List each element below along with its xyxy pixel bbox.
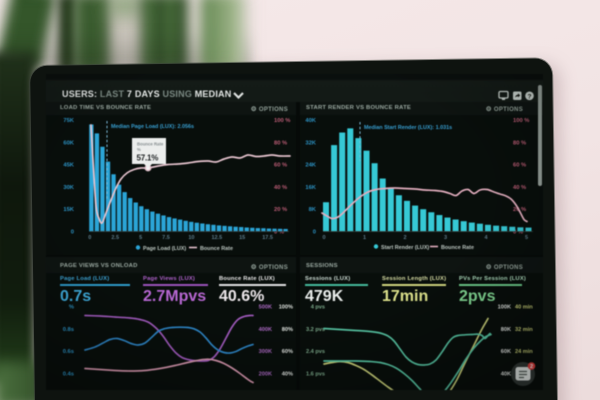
svg-text:200K: 200K xyxy=(259,371,272,377)
svg-text:15: 15 xyxy=(239,235,245,241)
svg-text:40 min: 40 min xyxy=(515,305,533,311)
svg-text:0: 0 xyxy=(88,235,91,241)
svg-text:400K: 400K xyxy=(259,327,272,333)
svg-text:7.5: 7.5 xyxy=(162,235,170,241)
svg-text:8K: 8K xyxy=(309,207,317,213)
svg-text:0.8s: 0.8s xyxy=(63,327,74,333)
svg-text:60 %: 60 % xyxy=(513,163,526,169)
svg-text:60%: 60% xyxy=(282,349,293,355)
svg-text:60K: 60K xyxy=(501,349,511,355)
svg-text:30K: 30K xyxy=(63,185,74,191)
svg-text:24K: 24K xyxy=(305,163,316,169)
svg-text:2: 2 xyxy=(403,235,406,241)
svg-text:40 %: 40 % xyxy=(513,185,526,191)
svg-text:Median Page Load (LUX): 2.056s: Median Page Load (LUX): 2.056s xyxy=(111,124,194,130)
svg-text:57.1%: 57.1% xyxy=(137,154,159,163)
svg-text:2: 2 xyxy=(530,364,533,370)
svg-text:100 %: 100 % xyxy=(274,118,290,124)
svg-text:Bounce Rate: Bounce Rate xyxy=(200,246,233,252)
svg-text:1: 1 xyxy=(363,235,366,241)
svg-text:500K: 500K xyxy=(259,305,272,311)
svg-text:%: % xyxy=(69,305,74,311)
svg-text:?: ? xyxy=(528,93,532,100)
svg-text:0: 0 xyxy=(313,230,316,236)
svg-text:80%: 80% xyxy=(282,327,293,333)
svg-text:20 %: 20 % xyxy=(274,207,287,213)
svg-text:40 %: 40 % xyxy=(274,185,287,191)
svg-text:32K: 32K xyxy=(305,140,316,146)
svg-text:Bounce Rate: Bounce Rate xyxy=(137,142,164,147)
svg-text:%: % xyxy=(137,147,141,152)
svg-text:40%: 40% xyxy=(282,371,293,377)
svg-text:0 %: 0 % xyxy=(274,230,284,236)
svg-text:10: 10 xyxy=(188,235,194,241)
svg-text:12.5: 12.5 xyxy=(211,235,222,241)
svg-text:0.6s: 0.6s xyxy=(63,349,74,355)
svg-text:32 min: 32 min xyxy=(515,327,533,333)
svg-text:15K: 15K xyxy=(63,207,74,213)
svg-text:300K: 300K xyxy=(259,349,272,355)
svg-text:3: 3 xyxy=(444,235,447,241)
svg-text:60K: 60K xyxy=(63,140,74,146)
svg-text:0.4s: 0.4s xyxy=(63,371,74,377)
svg-text:100K: 100K xyxy=(498,305,511,311)
svg-text:2.5: 2.5 xyxy=(111,235,119,241)
svg-text:1.6 pvs: 1.6 pvs xyxy=(306,371,325,377)
svg-text:2.4 pvs: 2.4 pvs xyxy=(306,349,325,355)
svg-text:60 %: 60 % xyxy=(274,163,287,169)
svg-text:100 %: 100 % xyxy=(513,118,529,124)
svg-text:75K: 75K xyxy=(63,118,74,124)
svg-text:Bounce Rate: Bounce Rate xyxy=(441,245,474,251)
svg-text:80 %: 80 % xyxy=(513,140,526,146)
svg-text:40K: 40K xyxy=(305,118,316,124)
svg-text:0: 0 xyxy=(71,230,74,236)
svg-text:5: 5 xyxy=(525,235,528,241)
svg-text:0 %: 0 % xyxy=(513,230,523,236)
svg-text:5: 5 xyxy=(139,235,142,241)
svg-text:24 min: 24 min xyxy=(515,349,533,355)
svg-text:100%: 100% xyxy=(279,305,293,311)
svg-text:45K: 45K xyxy=(63,163,74,169)
svg-text:80K: 80K xyxy=(501,327,511,333)
svg-text:0: 0 xyxy=(322,235,325,241)
svg-text:4: 4 xyxy=(484,235,488,241)
svg-text:40K: 40K xyxy=(501,371,511,377)
svg-text:Start Render (LUX): Start Render (LUX) xyxy=(381,245,429,251)
svg-text:4 pvs: 4 pvs xyxy=(311,305,325,311)
svg-text:80 %: 80 % xyxy=(274,140,287,146)
svg-text:Median Start Render (LUX): 1.0: Median Start Render (LUX): 1.031s xyxy=(364,125,452,131)
svg-text:16K: 16K xyxy=(305,185,316,191)
svg-text:Page Load (LUX): Page Load (LUX) xyxy=(143,246,186,252)
svg-text:3.2 pvs: 3.2 pvs xyxy=(306,327,325,333)
svg-text:17.5: 17.5 xyxy=(262,235,273,241)
